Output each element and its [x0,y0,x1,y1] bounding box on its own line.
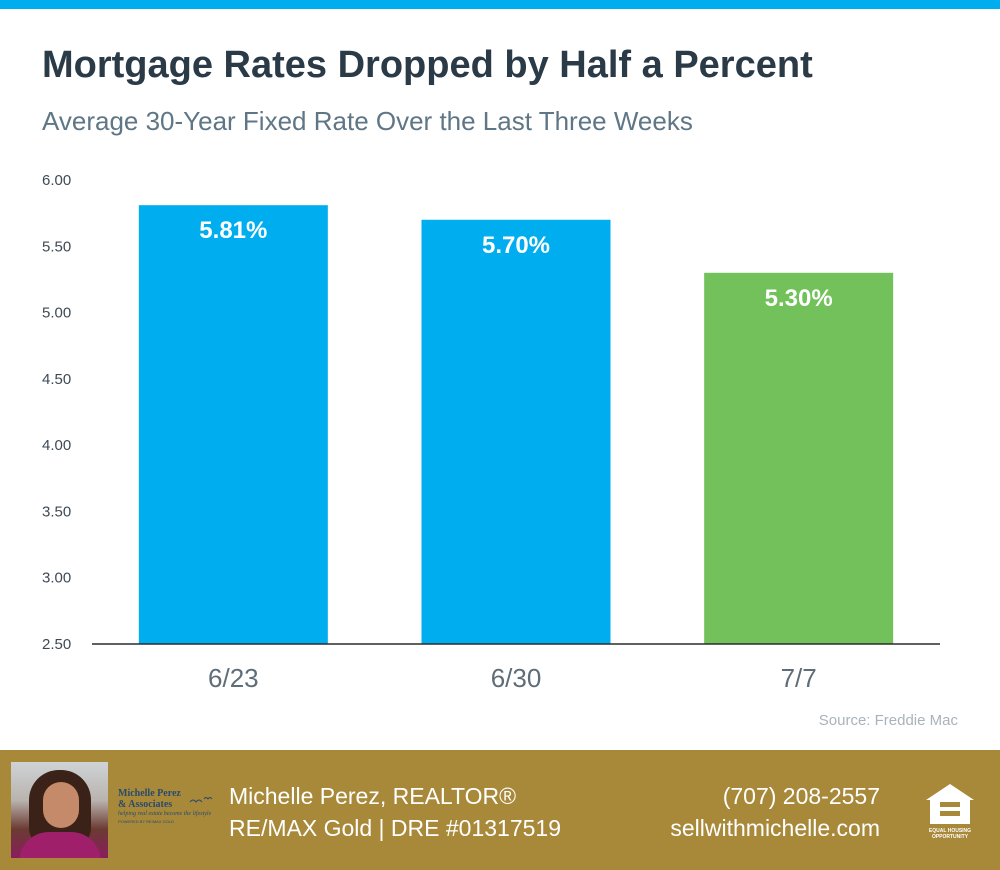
logo-name-line1: Michelle Perez [118,788,181,799]
bar [421,219,611,644]
x-tick-label: 6/30 [491,663,542,693]
agent-photo [11,762,108,858]
bar [138,205,328,644]
y-tick-label: 5.50 [42,238,71,255]
y-tick-label: 4.00 [42,437,71,454]
top-accent-bar [0,0,1000,9]
equal-housing-icon: EQUAL HOUSING OPPORTUNITY [920,780,980,840]
x-tick-label: 7/7 [781,663,817,693]
bar [704,272,894,644]
chart-title: Mortgage Rates Dropped by Half a Percent [42,44,813,86]
logo-powered-by: POWERED BY RE/MAX GOLD [118,819,174,824]
birds-icon [189,797,213,803]
y-tick-label: 6.00 [42,172,71,189]
agent-logo: Michelle Perez & Associates helping real… [118,788,218,838]
logo-name-line2: & Associates [118,799,173,810]
x-tick-label: 6/23 [208,663,259,693]
y-tick-label: 5.00 [42,305,71,322]
footer-bar: Michelle Perez & Associates helping real… [0,750,1000,870]
agent-website[interactable]: sellwithmichelle.com [670,815,880,841]
data-label: 5.81% [199,217,267,244]
agent-phone[interactable]: (707) 208-2557 [722,783,880,809]
y-tick-label: 3.00 [42,570,71,587]
data-label: 5.30% [765,285,833,312]
agent-name: Michelle Perez, REALTOR® [229,783,517,809]
eho-text: EQUAL HOUSING OPPORTUNITY [928,828,972,840]
chart-subtitle: Average 30-Year Fixed Rate Over the Last… [42,106,693,136]
data-label: 5.70% [482,232,550,259]
bar-chart: 2.50 3.00 3.50 4.00 4.50 5.00 5.50 6.00 5.81% 6/2… [42,172,940,693]
y-tick-label: 2.50 [42,636,71,653]
y-tick-label: 4.50 [42,371,71,388]
y-tick-label: 3.50 [42,503,71,520]
logo-tagline: helping real estate become the lifestyle [118,811,212,817]
agent-office: RE/MAX Gold | DRE #01317519 [229,815,561,841]
source-note: Source: Freddie Mac [818,712,958,729]
